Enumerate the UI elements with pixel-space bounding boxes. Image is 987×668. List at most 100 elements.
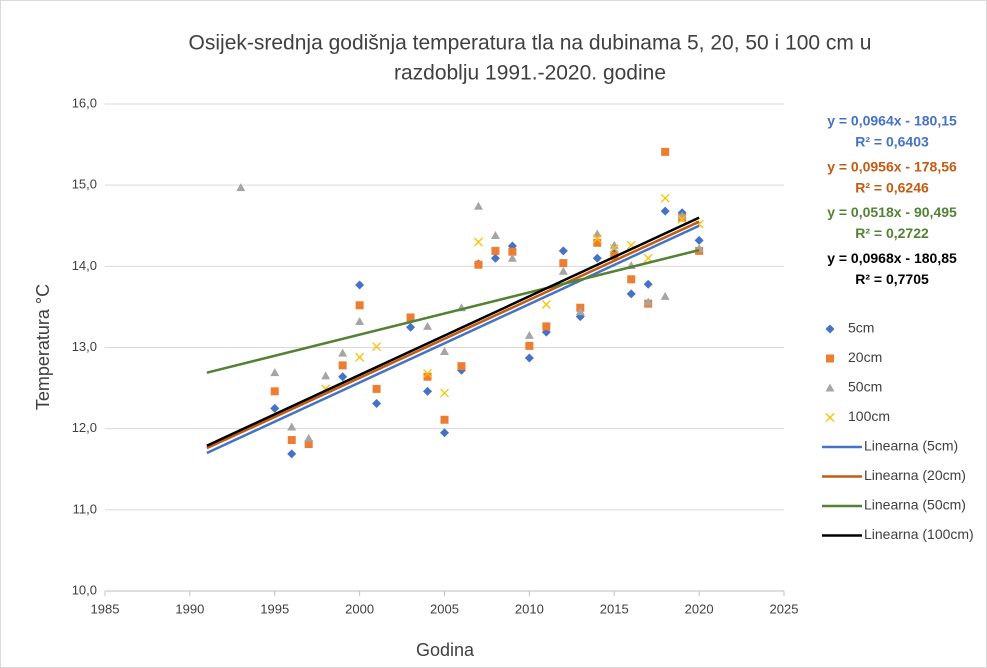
- point: [490, 253, 500, 263]
- y-tick-label: 16,0: [72, 95, 97, 110]
- x-tick-label: 2010: [515, 601, 544, 616]
- point: [660, 291, 670, 300]
- y-tick-label: 13,0: [72, 339, 97, 354]
- trend-r2: R² = 0,2722: [855, 225, 929, 241]
- point: [627, 275, 636, 284]
- point: [423, 321, 433, 330]
- point: [490, 230, 500, 239]
- point: [304, 433, 314, 442]
- x-tick-label: 2015: [600, 601, 629, 616]
- point: [524, 330, 534, 339]
- x-axis-title: Godina: [416, 640, 475, 660]
- y-tick-label: 12,0: [72, 420, 97, 435]
- legend-label: Linearna (50cm): [864, 497, 966, 513]
- point: [440, 428, 449, 438]
- y-tick-label: 14,0: [72, 258, 97, 273]
- point: [558, 246, 568, 256]
- point: [491, 246, 500, 255]
- point: [355, 352, 365, 362]
- trend-r2: R² = 0,7705: [855, 271, 929, 287]
- trendline: [206, 220, 700, 450]
- point: [372, 342, 382, 352]
- x-tick-label: 1985: [91, 601, 120, 616]
- trend-r2: R² = 0,6246: [855, 179, 929, 195]
- point: [423, 386, 433, 396]
- legend-marker: [825, 383, 835, 392]
- legend-label: 50cm: [848, 379, 882, 395]
- point: [338, 348, 348, 357]
- y-tick-label: 11,0: [73, 501, 97, 516]
- point: [559, 259, 568, 268]
- legend-label: Linearna (20cm): [864, 467, 966, 483]
- point: [440, 347, 449, 356]
- point: [643, 297, 653, 306]
- trend-equation: y = 0,0956x - 178,56: [827, 158, 957, 174]
- point: [626, 289, 636, 299]
- point: [660, 206, 670, 216]
- point: [321, 371, 331, 380]
- point: [694, 235, 704, 245]
- x-tick-label: 1995: [260, 601, 289, 616]
- x-tick-label: 1990: [175, 601, 204, 616]
- chart-title: Osijek-srednja godišnja temperatura tla …: [189, 32, 872, 55]
- legend-label: 5cm: [848, 320, 874, 336]
- point: [338, 361, 347, 370]
- trend-equation: y = 0,0968x - 180,85: [827, 250, 957, 266]
- point: [541, 300, 551, 309]
- point: [338, 372, 348, 382]
- trend-r2: R² = 0,6403: [855, 134, 929, 150]
- trend-equation: y = 0,0518x - 90,495: [827, 204, 957, 220]
- point: [525, 341, 534, 350]
- x-tick-label: 2005: [430, 601, 459, 616]
- chart-title: razdoblju 1991.-2020. godine: [394, 62, 666, 85]
- point: [440, 415, 449, 424]
- legend-marker: [826, 354, 834, 363]
- trendline: [206, 216, 700, 447]
- point: [660, 193, 670, 203]
- point: [372, 399, 382, 409]
- legend-label: Linearna (5cm): [864, 438, 958, 454]
- point: [592, 229, 602, 238]
- point: [287, 422, 297, 431]
- point: [542, 322, 551, 331]
- point: [406, 313, 415, 322]
- point: [592, 234, 602, 244]
- point: [287, 436, 296, 445]
- point: [457, 362, 466, 371]
- x-tick-label: 2000: [345, 601, 374, 616]
- point: [270, 387, 279, 396]
- point: [440, 388, 449, 398]
- legend-marker: [825, 413, 835, 422]
- point: [236, 183, 246, 192]
- point: [507, 253, 517, 262]
- y-tick-label: 15,0: [72, 177, 97, 192]
- point: [609, 244, 619, 253]
- x-tick-label: 2020: [685, 601, 714, 616]
- point: [508, 247, 517, 256]
- point: [355, 301, 364, 310]
- point: [661, 147, 670, 156]
- point: [355, 317, 365, 326]
- point: [558, 266, 568, 275]
- point: [575, 307, 585, 316]
- point: [473, 201, 483, 210]
- trendline: [206, 224, 700, 455]
- point: [287, 449, 297, 459]
- point: [270, 403, 280, 413]
- point: [593, 238, 602, 247]
- point: [304, 440, 313, 449]
- point: [423, 369, 432, 378]
- point: [643, 279, 653, 289]
- point: [592, 253, 602, 263]
- legend-label: 20cm: [848, 349, 882, 365]
- point: [473, 237, 483, 247]
- y-tick-label: 10,0: [72, 582, 97, 597]
- point: [677, 214, 687, 224]
- point: [406, 322, 416, 332]
- trend-equation: y = 0,0964x - 180,15: [827, 113, 957, 129]
- x-tick-label: 2025: [770, 601, 799, 616]
- legend-marker: [825, 324, 835, 334]
- trendline: [206, 248, 700, 374]
